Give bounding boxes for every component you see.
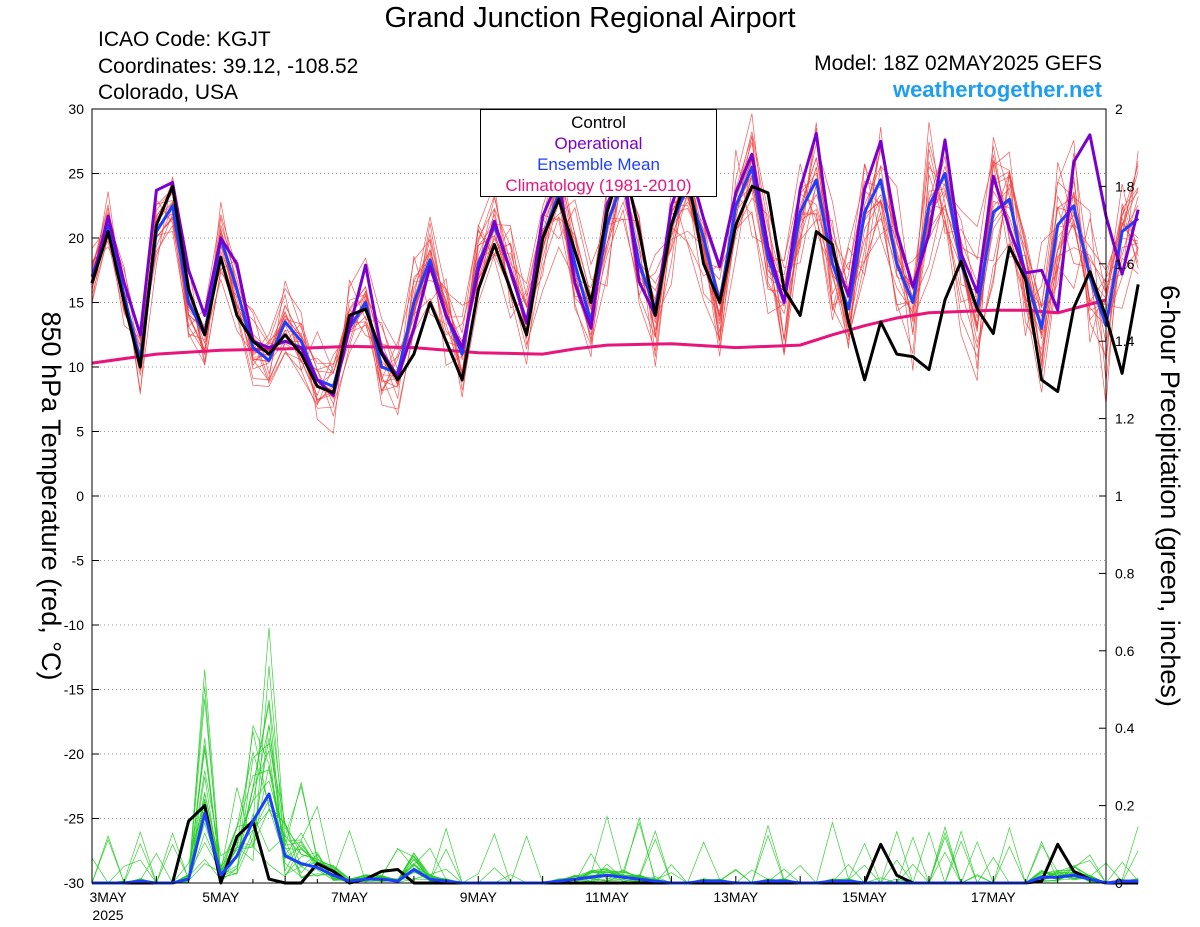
- y-tick-label-right: 0.8: [1115, 565, 1135, 581]
- climatology-line: [91, 298, 1107, 365]
- y-tick-label-left: 10: [68, 359, 84, 375]
- y-tick-label-right: 0.6: [1115, 643, 1135, 659]
- x-tick-label: 17MAY: [971, 889, 1017, 905]
- x-tick-label: 15MAY: [842, 889, 888, 905]
- y-tick-label-right: 1.8: [1115, 178, 1135, 194]
- x-tick-label: 9MAY: [460, 889, 498, 905]
- page-title: Grand Junction Regional Airport: [384, 2, 796, 34]
- x-tick-label: 11MAY: [585, 889, 629, 905]
- x-tick-label: 5MAY: [202, 889, 240, 905]
- x-tick-sublabel: 2025: [92, 907, 123, 923]
- temp-member-line: [91, 155, 1139, 435]
- y-tick-label-right: 0: [1115, 875, 1123, 891]
- grid-lines: [92, 173, 1106, 819]
- legend-operational: Operational: [554, 134, 643, 153]
- y-tick-label-left: -20: [64, 746, 84, 762]
- y-tick-label-left: 0: [76, 488, 84, 504]
- x-tick-label: 7MAY: [331, 889, 369, 905]
- x-tick-label: 13MAY: [713, 889, 759, 905]
- y-tick-label-right: 1.6: [1115, 256, 1135, 272]
- ensemble-members: [91, 113, 1139, 885]
- precip-member-line: [92, 787, 1139, 884]
- y-tick-label-left: 15: [68, 295, 84, 311]
- y-tick-label-right: 1: [1115, 488, 1123, 504]
- legend: Control Operational Ensemble Mean Climat…: [480, 109, 717, 197]
- precip-member-line: [92, 669, 1139, 884]
- legend-climatology: Climatology (1981-2010): [505, 176, 692, 195]
- temp-member-line: [91, 138, 1139, 409]
- y-tick-label-left: -30: [64, 875, 84, 891]
- icao-code: ICAO Code: KGJT: [98, 28, 271, 51]
- legend-control: Control: [571, 113, 626, 132]
- y-axis-label-left: 850 hPa Temperature (red, °C): [36, 312, 66, 681]
- temp-member-line: [91, 122, 1139, 395]
- y-tick-label-left: 25: [68, 166, 84, 182]
- y-tick-label-left: -5: [72, 553, 85, 569]
- y-tick-label-right: 0.2: [1115, 798, 1135, 814]
- y-tick-label-left: 5: [76, 424, 84, 440]
- temp-ens_mean-line: [90, 165, 1140, 388]
- precip-member-line: [92, 750, 1139, 884]
- model-run: Model: 18Z 02MAY2025 GEFS: [814, 52, 1102, 75]
- y-tick-label-right: 0.4: [1115, 720, 1135, 736]
- y-tick-label-right: 2: [1115, 101, 1123, 117]
- y-tick-label-right: 1.2: [1115, 411, 1135, 427]
- y-tick-label-left: -10: [64, 617, 84, 633]
- coordinates: Coordinates: 39.12, -108.52: [98, 55, 359, 78]
- site-link[interactable]: weathertogether.net: [892, 77, 1102, 102]
- y-tick-label-left: 20: [68, 230, 84, 246]
- y-tick-label-left: -25: [64, 811, 84, 827]
- y-tick-label-right: 1.4: [1115, 333, 1135, 349]
- precip-member-line: [92, 703, 1139, 884]
- precip-member-line: [92, 665, 1139, 885]
- x-tick-label: 3MAY: [89, 889, 127, 905]
- axes: 302520151050-5-10-15-20-25-3021.81.61.41…: [64, 101, 1135, 923]
- precip-member-line: [92, 749, 1139, 884]
- precip-member-line: [92, 699, 1139, 884]
- legend-ensemble-mean: Ensemble Mean: [537, 155, 660, 174]
- y-tick-label-left: 30: [68, 101, 84, 117]
- y-axis-label-right: 6-hour Precipitation (green, inches): [1155, 285, 1185, 707]
- y-tick-label-left: -15: [64, 682, 84, 698]
- region: Colorado, USA: [98, 81, 239, 104]
